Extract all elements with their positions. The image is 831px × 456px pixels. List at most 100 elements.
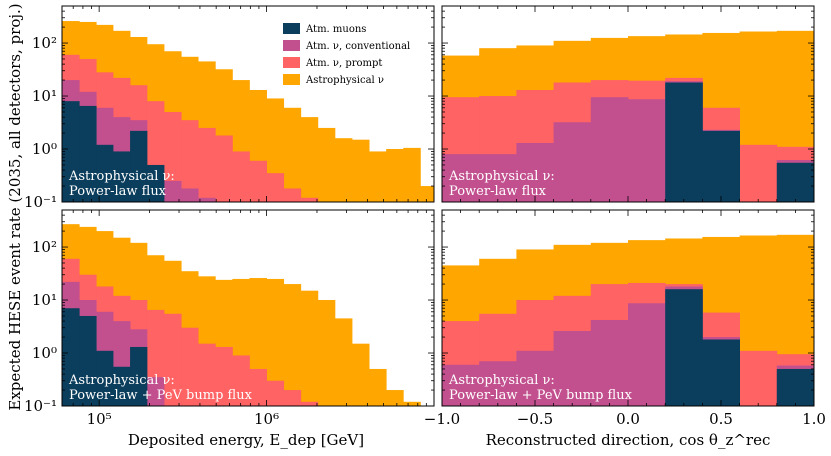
x-tick-label: 10⁶ bbox=[254, 410, 279, 428]
bin-conventional-2 bbox=[516, 142, 554, 202]
panel-annotation: Astrophysical ν: bbox=[68, 373, 175, 388]
bin-astro-20 bbox=[403, 401, 421, 406]
x-tick-label: 0.5 bbox=[709, 410, 733, 428]
legend-label-muons: Atm. muons bbox=[305, 24, 366, 35]
bin-prompt-14 bbox=[300, 197, 319, 202]
legend-swatch-conventional bbox=[283, 40, 300, 51]
panel-top-left: 10⁻¹ 10⁰ 10¹ 10² Astrophysical ν:Power-law f… bbox=[24, 5, 435, 211]
bin-conventional-5 bbox=[146, 377, 165, 406]
bin-muons-4 bbox=[130, 346, 148, 406]
legend-swatch-astro bbox=[283, 74, 300, 85]
plot-area bbox=[62, 224, 421, 406]
panel-bottom-right: −1.0 −0.5 0.0 0.5 1.0 Astrophysical ν:Power-l… bbox=[424, 209, 826, 428]
x-tick-label: 10⁵ bbox=[87, 410, 112, 428]
bin-muons-1 bbox=[79, 315, 97, 406]
panel-top-right: Astrophysical ν:Power-law flux bbox=[441, 5, 815, 203]
legend-swatch-muons bbox=[283, 23, 300, 34]
panel-annotation: Astrophysical ν: bbox=[68, 169, 175, 184]
bin-prompt-11 bbox=[249, 368, 267, 406]
bin-astro-15 bbox=[317, 300, 336, 406]
bin-astro-16 bbox=[334, 318, 353, 406]
y-tick-label: 10⁻¹ bbox=[24, 193, 57, 211]
bin-conventional-8 bbox=[198, 197, 216, 202]
bin-muons-9 bbox=[776, 162, 814, 202]
bin-conventional-3 bbox=[553, 122, 592, 202]
panel-annotation: Power-law + PeV bump flux bbox=[449, 388, 633, 403]
bin-muons-3 bbox=[113, 366, 131, 406]
bin-conventional-7 bbox=[181, 188, 199, 202]
legend-label-astro: Astrophysical ν bbox=[305, 75, 384, 86]
x-axis-label-direction-text: Reconstructed direction, cos θ_z^rec bbox=[486, 431, 771, 449]
panel-annotation: Power-law flux bbox=[449, 184, 547, 199]
y-axis-label: Expected HESE event rate (2035, all dete… bbox=[6, 3, 24, 410]
bin-astro-17 bbox=[352, 343, 370, 406]
bin-astro-18 bbox=[369, 368, 387, 406]
bin-conventional-0 bbox=[442, 364, 480, 406]
plot-area bbox=[442, 30, 814, 202]
bin-prompt-14 bbox=[300, 401, 319, 406]
legend-label-conventional: Atm. ν, conventional bbox=[305, 41, 410, 52]
bin-conventional-4 bbox=[590, 319, 629, 406]
bin-conventional-5 bbox=[628, 303, 666, 406]
bin-prompt-7 bbox=[181, 120, 199, 202]
bin-astro-13 bbox=[283, 107, 302, 202]
bin-prompt-6 bbox=[164, 313, 182, 406]
bin-conventional-2 bbox=[516, 350, 554, 406]
bin-muons-0 bbox=[62, 101, 80, 202]
bin-muons-7 bbox=[702, 339, 740, 406]
x-axis-label-direction: Reconstructed direction, cos θ_z^rec bbox=[486, 431, 771, 449]
bin-prompt-11 bbox=[249, 160, 267, 202]
bin-prompt-9 bbox=[215, 346, 233, 406]
x-tick-label: −0.5 bbox=[517, 410, 553, 428]
bin-conventional-0 bbox=[442, 154, 480, 202]
bin-astro-19 bbox=[386, 149, 404, 202]
bin-prompt-13 bbox=[283, 390, 302, 406]
bin-prompt-12 bbox=[266, 380, 285, 406]
panel-bottom-left: 10⁻¹ 10⁰ 10¹ 10² 10⁵ 10⁶ Astrophysical ν:Power… bbox=[24, 209, 435, 428]
y-tick-label: 10⁰ bbox=[32, 140, 57, 158]
bin-muons-6 bbox=[665, 289, 703, 406]
bin-muons-5 bbox=[146, 164, 165, 202]
bin-conventional-5 bbox=[628, 99, 666, 202]
bin-prompt-8 bbox=[198, 127, 216, 202]
bin-astro-20 bbox=[403, 147, 421, 202]
bin-muons-1 bbox=[79, 105, 97, 202]
y-tick-label: 10² bbox=[32, 34, 57, 52]
bin-prompt-6 bbox=[164, 111, 182, 202]
plot-area bbox=[442, 234, 814, 406]
y-tick-label: 10¹ bbox=[32, 291, 57, 309]
bin-astro-13 bbox=[283, 284, 302, 406]
y-tick-label: 10⁻¹ bbox=[24, 397, 57, 415]
x-axis-label-energy: Deposited energy, E_dep [GeV] bbox=[128, 431, 364, 449]
bin-conventional-1 bbox=[479, 361, 517, 406]
y-tick-label: 10² bbox=[32, 238, 57, 256]
bin-conventional-6 bbox=[164, 180, 182, 202]
bin-prompt-10 bbox=[232, 355, 250, 406]
y-tick-label: 10¹ bbox=[32, 87, 57, 105]
bin-astro-21 bbox=[420, 186, 434, 202]
bin-muons-4 bbox=[130, 130, 148, 202]
bin-conventional-3 bbox=[553, 331, 592, 406]
panel-annotation: Power-law + PeV bump flux bbox=[69, 388, 253, 403]
bin-muons-2 bbox=[96, 350, 114, 406]
panel-annotation: Astrophysical ν: bbox=[448, 373, 555, 388]
bin-astro-17 bbox=[352, 139, 370, 202]
bin-muons-0 bbox=[62, 308, 80, 406]
legend-label-prompt: Atm. ν, prompt bbox=[305, 58, 382, 69]
bin-muons-3 bbox=[113, 151, 131, 202]
bin-prompt-13 bbox=[283, 188, 302, 202]
bin-astro-14 bbox=[300, 117, 319, 202]
bin-astro-19 bbox=[386, 390, 404, 406]
bin-conventional-1 bbox=[479, 154, 517, 202]
panel-annotation: Power-law flux bbox=[69, 184, 167, 199]
x-axis-label-energy-text: Deposited energy, E_dep [GeV] bbox=[128, 431, 364, 449]
bin-muons-2 bbox=[96, 144, 114, 202]
y-tick-label: 10⁰ bbox=[32, 344, 57, 362]
bin-prompt-10 bbox=[232, 151, 250, 202]
bin-astro-12 bbox=[266, 278, 285, 406]
bin-prompt-7 bbox=[181, 327, 199, 406]
x-tick-label: −1.0 bbox=[424, 410, 460, 428]
bin-muons-9 bbox=[776, 368, 814, 406]
plot-area bbox=[62, 21, 434, 202]
